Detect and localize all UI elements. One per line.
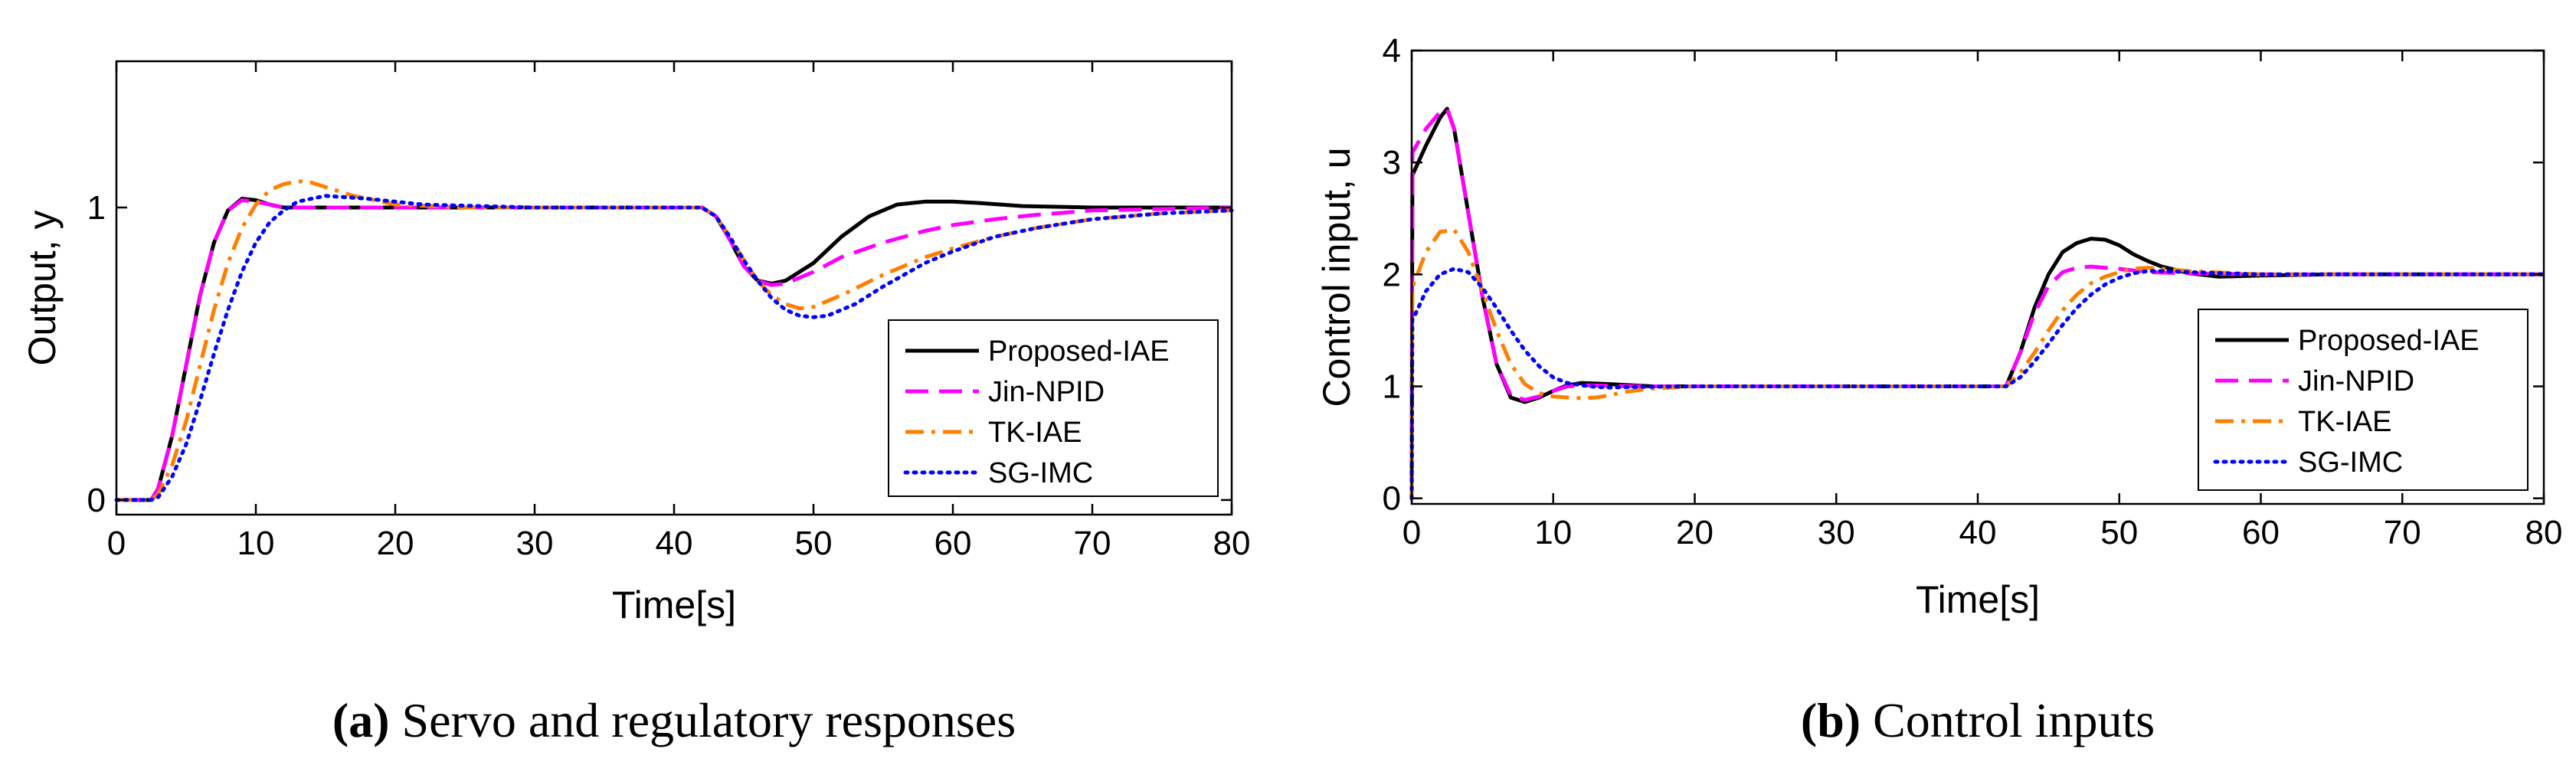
chart-b-caption-label: (b) — [1801, 693, 1861, 747]
chart-a-xtick-label: 50 — [795, 525, 833, 562]
chart-a-legend-label: SG-IMC — [988, 457, 1093, 489]
chart-a-caption-text: Servo and regulatory responses — [390, 693, 1016, 747]
chart-b-legend-label: Proposed-IAE — [2298, 325, 2479, 357]
chart-a-ticks: 0 10 20 30 40 50 60 70 80 0 1 — [87, 61, 1251, 562]
chart-b-xtick-label: 30 — [1818, 514, 1855, 551]
chart-panel-b: 0 10 20 30 40 50 60 70 80 0 1 2 3 4 Time[s] Control i… — [1315, 32, 2562, 747]
chart-b-ytick-label: 0 — [1383, 480, 1401, 518]
chart-b-caption-text: Control inputs — [1861, 693, 2155, 747]
chart-b-legend-label: TK-IAE — [2298, 406, 2391, 438]
chart-a-xtick-label: 40 — [656, 525, 693, 562]
chart-b-xtick-label: 50 — [2100, 514, 2138, 551]
chart-a-legend: Proposed-IAE Jin-NPID TK-IAE SG-IMC — [888, 319, 1219, 497]
chart-a-ytick-label: 0 — [87, 482, 106, 519]
chart-b-xtick-label: 80 — [2525, 514, 2563, 551]
chart-b-ytick-label: 4 — [1383, 32, 1401, 70]
chart-b-xtick-label: 0 — [1403, 514, 1421, 551]
chart-b-ylabel: Control input, u — [1315, 147, 1358, 407]
chart-a-ylabel: Output, y — [21, 211, 64, 366]
chart-b-ticks: 0 10 20 30 40 50 60 70 80 0 1 2 3 4 — [1383, 32, 2563, 551]
chart-b-series-sg-imc — [1409, 267, 2546, 501]
chart-a-caption: (a) Servo and regulatory responses — [332, 693, 1016, 747]
chart-b-xtick-label: 40 — [1959, 514, 1997, 551]
chart-b-xtick-label: 10 — [1534, 514, 1572, 551]
chart-b-legend-label: SG-IMC — [2298, 446, 2403, 479]
chart-b-legend: Proposed-IAE Jin-NPID TK-IAE SG-IMC — [2198, 309, 2529, 491]
chart-b-ytick-label: 2 — [1383, 256, 1401, 293]
chart-b-xtick-label: 60 — [2242, 514, 2280, 551]
chart-a-series — [114, 179, 1234, 502]
chart-a-legend-label: Proposed-IAE — [988, 335, 1170, 368]
chart-a-series-sg-imc — [114, 194, 1234, 502]
chart-a-xtick-label: 70 — [1074, 525, 1111, 562]
chart-b-caption: (b) Control inputs — [1801, 693, 2155, 747]
chart-a-caption-label: (a) — [332, 693, 390, 747]
chart-a-xtick-label: 10 — [237, 525, 275, 562]
chart-b-xtick-label: 20 — [1676, 514, 1714, 551]
chart-b-ytick-label: 3 — [1383, 144, 1401, 181]
chart-a-xlabel: Time[s] — [612, 584, 736, 626]
chart-b-ytick-label: 1 — [1383, 368, 1401, 406]
chart-a-ytick-label: 1 — [87, 189, 106, 227]
chart-b-legend-label: Jin-NPID — [2298, 365, 2414, 397]
chart-b-xlabel: Time[s] — [1916, 578, 2040, 621]
chart-a-xtick-label: 20 — [377, 525, 414, 562]
chart-a-xtick-label: 60 — [934, 525, 972, 562]
chart-a-xtick-label: 30 — [516, 525, 554, 562]
chart-b-series-tk-iae — [1409, 227, 2544, 499]
chart-panel-a: 0 10 20 30 40 50 60 70 80 0 1 Time[s] Output, y Pr… — [21, 60, 1251, 747]
chart-a-legend-label: TK-IAE — [988, 417, 1082, 449]
chart-b-xtick-label: 70 — [2384, 514, 2421, 551]
chart-a-xtick-label: 0 — [107, 525, 126, 562]
chart-a-legend-label: Jin-NPID — [988, 376, 1105, 408]
chart-b-series-jin-npid — [1409, 106, 2544, 499]
chart-b-series — [1409, 106, 2546, 501]
chart-a-xtick-label: 80 — [1213, 525, 1251, 562]
